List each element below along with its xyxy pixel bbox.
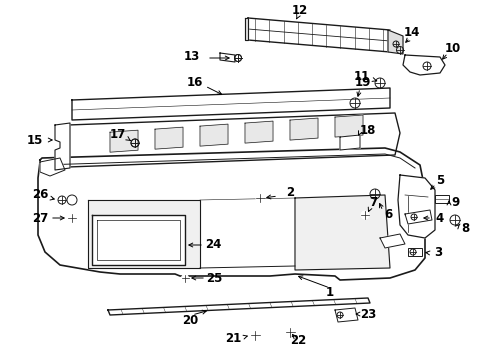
Polygon shape xyxy=(379,234,404,248)
Polygon shape xyxy=(294,195,389,270)
Text: 17: 17 xyxy=(110,129,126,141)
Circle shape xyxy=(360,211,368,219)
Text: 5: 5 xyxy=(435,174,443,186)
Circle shape xyxy=(285,328,294,337)
Polygon shape xyxy=(155,127,183,149)
Text: 3: 3 xyxy=(433,247,441,260)
Polygon shape xyxy=(247,18,389,52)
Text: 18: 18 xyxy=(359,123,375,136)
Polygon shape xyxy=(387,30,402,54)
Text: 19: 19 xyxy=(354,76,370,89)
Polygon shape xyxy=(404,210,431,224)
Text: 7: 7 xyxy=(368,195,376,208)
Circle shape xyxy=(181,274,188,282)
Polygon shape xyxy=(200,124,227,146)
Text: 26: 26 xyxy=(32,189,48,202)
Polygon shape xyxy=(55,123,70,170)
Text: 24: 24 xyxy=(204,238,221,252)
Text: 13: 13 xyxy=(183,50,200,63)
Text: 27: 27 xyxy=(32,211,48,225)
Text: 16: 16 xyxy=(186,76,203,89)
Polygon shape xyxy=(220,53,235,62)
Text: 6: 6 xyxy=(383,208,391,221)
Text: 12: 12 xyxy=(291,4,307,17)
Circle shape xyxy=(250,330,259,339)
Polygon shape xyxy=(244,18,247,40)
Text: 4: 4 xyxy=(435,211,443,225)
Polygon shape xyxy=(339,135,359,150)
Text: 9: 9 xyxy=(451,195,459,208)
Text: 8: 8 xyxy=(460,221,468,234)
Polygon shape xyxy=(110,130,138,152)
Text: 10: 10 xyxy=(444,41,460,54)
Polygon shape xyxy=(289,118,317,140)
Text: 2: 2 xyxy=(285,186,293,199)
Text: 23: 23 xyxy=(359,309,375,321)
Polygon shape xyxy=(397,175,434,238)
Polygon shape xyxy=(108,298,369,315)
Text: 25: 25 xyxy=(205,271,222,284)
Text: 1: 1 xyxy=(325,285,333,298)
Polygon shape xyxy=(334,115,362,137)
Polygon shape xyxy=(402,55,444,75)
Polygon shape xyxy=(72,88,389,120)
Polygon shape xyxy=(40,158,65,176)
Circle shape xyxy=(68,214,76,222)
Polygon shape xyxy=(92,215,184,265)
Text: 15: 15 xyxy=(27,134,43,147)
Bar xyxy=(434,195,448,203)
Text: 14: 14 xyxy=(403,26,419,39)
Polygon shape xyxy=(244,121,272,143)
Text: 11: 11 xyxy=(353,71,369,84)
Bar xyxy=(407,248,421,256)
Text: 22: 22 xyxy=(289,333,305,346)
Polygon shape xyxy=(334,308,357,322)
Text: 21: 21 xyxy=(224,332,241,345)
Text: 20: 20 xyxy=(182,314,198,327)
Polygon shape xyxy=(65,113,399,167)
Polygon shape xyxy=(88,200,200,268)
Polygon shape xyxy=(38,148,424,280)
Circle shape xyxy=(256,194,264,202)
